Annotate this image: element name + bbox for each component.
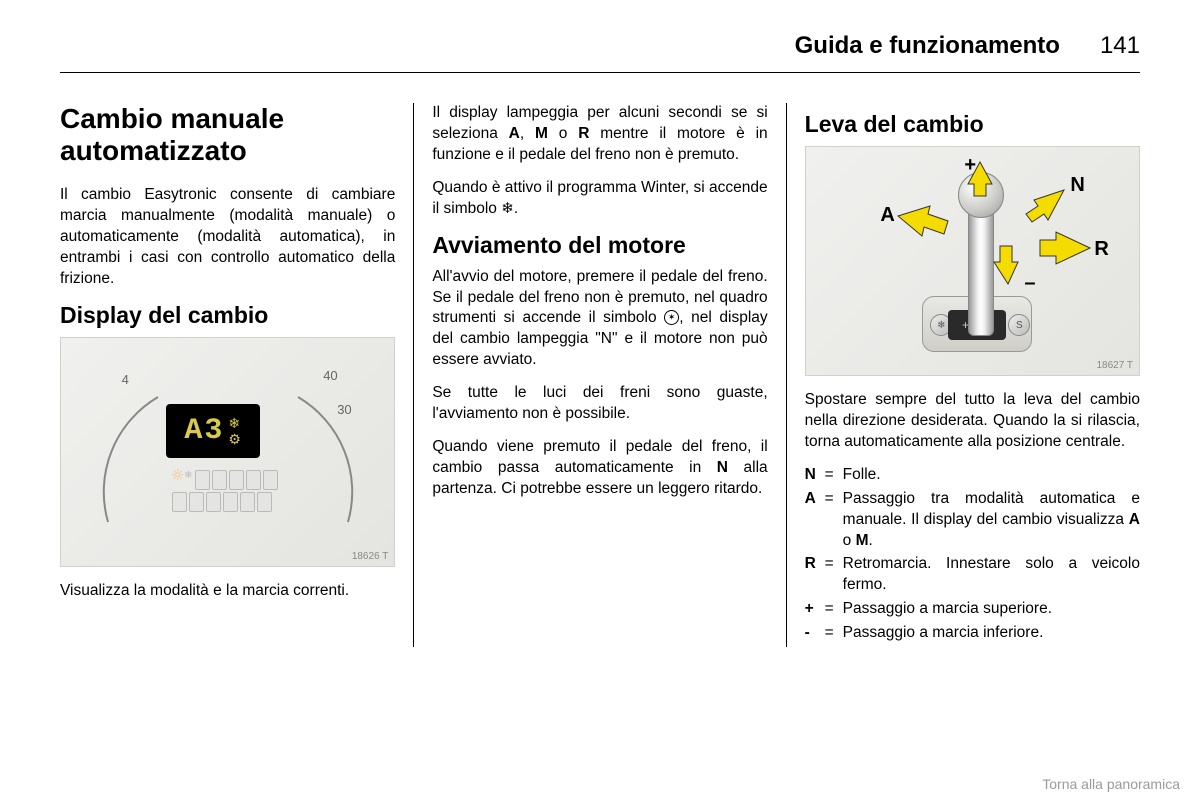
label-plus: + xyxy=(964,154,976,177)
engine-start-p3: Quando viene premuto il pedale del freno… xyxy=(432,437,767,500)
label-n: N xyxy=(1070,174,1084,197)
column-1: Cambio manualeautomatizzato Il cambio Ea… xyxy=(60,103,413,647)
gear-display-text: A3 xyxy=(184,414,224,448)
lever-heading: Leva del cambio xyxy=(805,111,1140,138)
definition-row: A=Passaggio tra modalità auto­matica e m… xyxy=(805,489,1140,552)
snowflake-icon: ❄ xyxy=(228,416,241,430)
content-columns: Cambio manualeautomatizzato Il cambio Ea… xyxy=(60,103,1140,647)
lever-paragraph: Spostare sempre del tutto la leva del ca… xyxy=(805,390,1140,453)
back-to-overview-link[interactable]: Torna alla panoramica xyxy=(1042,776,1180,792)
engine-start-p2: Se tutte le luci dei freni sono guaste, … xyxy=(432,383,767,425)
gauge-image: 40 30 4 A3 ❄ ⚙ 🔆❄ 18626 T xyxy=(60,337,395,567)
odometer-segment: 🔆❄ xyxy=(172,470,282,516)
gear-display: A3 ❄ ⚙ xyxy=(166,404,260,458)
page-number: 141 xyxy=(1100,32,1140,60)
definition-row: -=Passaggio a marcia inferiore. xyxy=(805,623,1140,644)
main-heading: Cambio manualeautomatizzato xyxy=(60,103,395,167)
chapter-title: Guida e funzionamento xyxy=(795,32,1060,60)
column-3: Leva del cambio ❄ S + ✦ − + N xyxy=(786,103,1140,647)
clutch-pedal-icon: ✶ xyxy=(664,310,679,325)
label-r: R xyxy=(1094,238,1108,261)
definition-row: R=Retromarcia. Innestare solo a veicolo … xyxy=(805,554,1140,596)
snowflake-inline-icon: ❄ xyxy=(501,200,514,217)
page-header: Guida e funzionamento 141 xyxy=(60,32,1140,73)
winter-paragraph: Quando è attivo il programma Winter, si … xyxy=(432,178,767,220)
label-minus: – xyxy=(1024,272,1035,295)
gear-definitions: N=Folle. A=Passaggio tra modalità auto­ma… xyxy=(805,465,1140,644)
engine-start-p1: All'avvio del motore, premere il pe­dale… xyxy=(432,267,767,372)
intro-paragraph: Il cambio Easytronic consente di cam­bia… xyxy=(60,185,395,290)
image-code-1: 18626 T xyxy=(352,551,389,562)
sport-gear-icon: ⚙ xyxy=(228,432,241,446)
image-code-2: 18627 T xyxy=(1096,360,1133,371)
engine-start-heading: Avviamento del motore xyxy=(432,232,767,259)
blink-paragraph: Il display lampeggia per alcuni se­condi… xyxy=(432,103,767,166)
column-2: Il display lampeggia per alcuni se­condi… xyxy=(413,103,785,647)
definition-row: +=Passaggio a marcia superiore. xyxy=(805,599,1140,620)
gear-lever-image: ❄ S + ✦ − + N A R – 18627 T xyxy=(805,146,1140,376)
display-caption: Visualizza la modalità e la marcia cor­r… xyxy=(60,581,395,602)
definition-row: N=Folle. xyxy=(805,465,1140,486)
display-heading: Display del cambio xyxy=(60,302,395,329)
label-a: A xyxy=(880,204,894,227)
